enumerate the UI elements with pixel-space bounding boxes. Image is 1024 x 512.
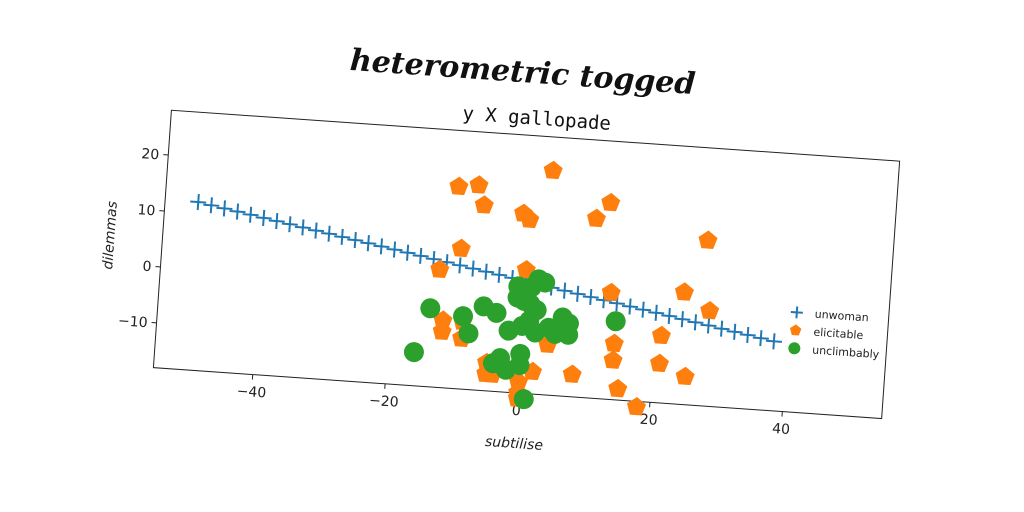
y-axis-label: dilemmas — [100, 201, 121, 270]
unwoman-point — [255, 209, 272, 226]
elicitable-point — [433, 310, 453, 329]
unwoman-point — [373, 238, 390, 255]
unwoman-point — [648, 304, 665, 321]
unwoman-point — [360, 235, 377, 252]
y-tick-label: 0 — [142, 259, 152, 276]
unclimbably-point — [495, 359, 516, 380]
unwoman-point — [582, 288, 599, 306]
elicitable-point — [562, 364, 582, 383]
elicitable-point — [652, 325, 671, 345]
elicitable-point — [603, 350, 623, 369]
unwoman-point — [334, 228, 351, 245]
legend-label-elicitable: elicitable — [813, 326, 864, 342]
unwoman-point — [713, 320, 730, 337]
unwoman-point — [700, 317, 717, 334]
legend-marker-elicitable — [790, 324, 802, 336]
unclimbably-point — [453, 306, 474, 327]
unwoman-point — [478, 263, 495, 280]
unwoman-point — [242, 206, 259, 223]
x-tick-label: 20 — [639, 412, 658, 429]
legend-label-unclimbably: unclimbably — [812, 344, 880, 362]
elicitable-point — [509, 371, 528, 391]
unwoman-point — [451, 257, 468, 274]
unwoman-point — [464, 260, 482, 277]
unwoman-point — [190, 194, 207, 211]
unclimbably-point — [558, 324, 579, 345]
legend-marker-unwoman — [790, 306, 803, 319]
elicitable-point — [451, 238, 471, 258]
unwoman-point — [399, 244, 416, 261]
unwoman-point — [281, 216, 298, 233]
unwoman-point — [621, 298, 639, 315]
axis-ticks: −40 −20 0 20 40 −10 0 10 20 — [117, 146, 791, 438]
y-tick-label: 20 — [141, 146, 160, 163]
unwoman-point — [321, 225, 338, 242]
y-tick-label: 10 — [137, 202, 156, 219]
chart-title: y X gallopade — [462, 103, 612, 135]
elicitable-point — [543, 160, 563, 180]
elicitable-point — [601, 282, 621, 302]
elicitable-point — [432, 321, 452, 341]
unclimbably-point — [486, 302, 507, 323]
unwoman-point — [268, 213, 285, 230]
unwoman-point — [687, 314, 704, 331]
unwoman-point — [294, 219, 311, 236]
x-axis-label: subtilise — [484, 434, 543, 454]
x-tick-label: −20 — [369, 393, 400, 411]
x-tick-label: 0 — [511, 403, 521, 420]
unwoman-point — [307, 222, 325, 239]
elicitable-point — [430, 259, 450, 279]
elicitable-point — [675, 366, 695, 386]
unwoman-point — [491, 266, 508, 283]
data-marks — [190, 160, 782, 416]
unwoman-point — [386, 241, 403, 258]
legend-marker-unclimbably — [788, 342, 801, 355]
unwoman-point — [635, 301, 652, 318]
elicitable-point — [469, 175, 489, 194]
elicitable-point — [675, 282, 694, 301]
elicitable-point — [608, 378, 628, 398]
unwoman-point — [674, 311, 691, 328]
elicitable-point — [604, 333, 624, 353]
plot-area: y X gallopade −40 −20 0 20 40 −10 0 10 20 subtil… — [100, 103, 901, 454]
unwoman-point — [739, 326, 756, 344]
x-tick-label: 40 — [772, 421, 791, 438]
unclimbably-point — [513, 389, 534, 410]
page-title: heterometric togged — [349, 43, 697, 102]
legend-label-unwoman: unwoman — [814, 308, 869, 325]
elicitable-point — [601, 192, 621, 212]
unwoman-point — [412, 247, 429, 264]
unclimbably-point — [498, 320, 519, 341]
unwoman-point — [216, 200, 233, 217]
elicitable-point — [449, 176, 469, 196]
unwoman-point — [229, 203, 246, 220]
unclimbably-point — [420, 298, 441, 319]
unwoman-point — [726, 323, 743, 340]
elicitable-point — [587, 208, 606, 228]
elicitable-point — [474, 195, 494, 214]
unwoman-point — [569, 285, 586, 302]
unclimbably-point — [605, 311, 626, 332]
unwoman-point — [347, 232, 364, 249]
unwoman-point — [203, 197, 220, 214]
unwoman-point — [556, 282, 573, 299]
unwoman-point — [765, 333, 782, 350]
elicitable-point — [698, 230, 718, 249]
unwoman-point — [661, 307, 678, 325]
unwoman-point — [752, 330, 769, 347]
unclimbably-point — [403, 342, 424, 363]
x-tick-label: −40 — [236, 384, 267, 402]
y-tick-label: −10 — [117, 313, 148, 331]
unclimbably-point — [535, 272, 556, 293]
unclimbably-point — [458, 323, 479, 344]
elicitable-point — [626, 397, 647, 416]
elicitable-point — [520, 209, 540, 229]
elicitable-point — [650, 353, 670, 373]
elicitable-point — [700, 301, 720, 320]
